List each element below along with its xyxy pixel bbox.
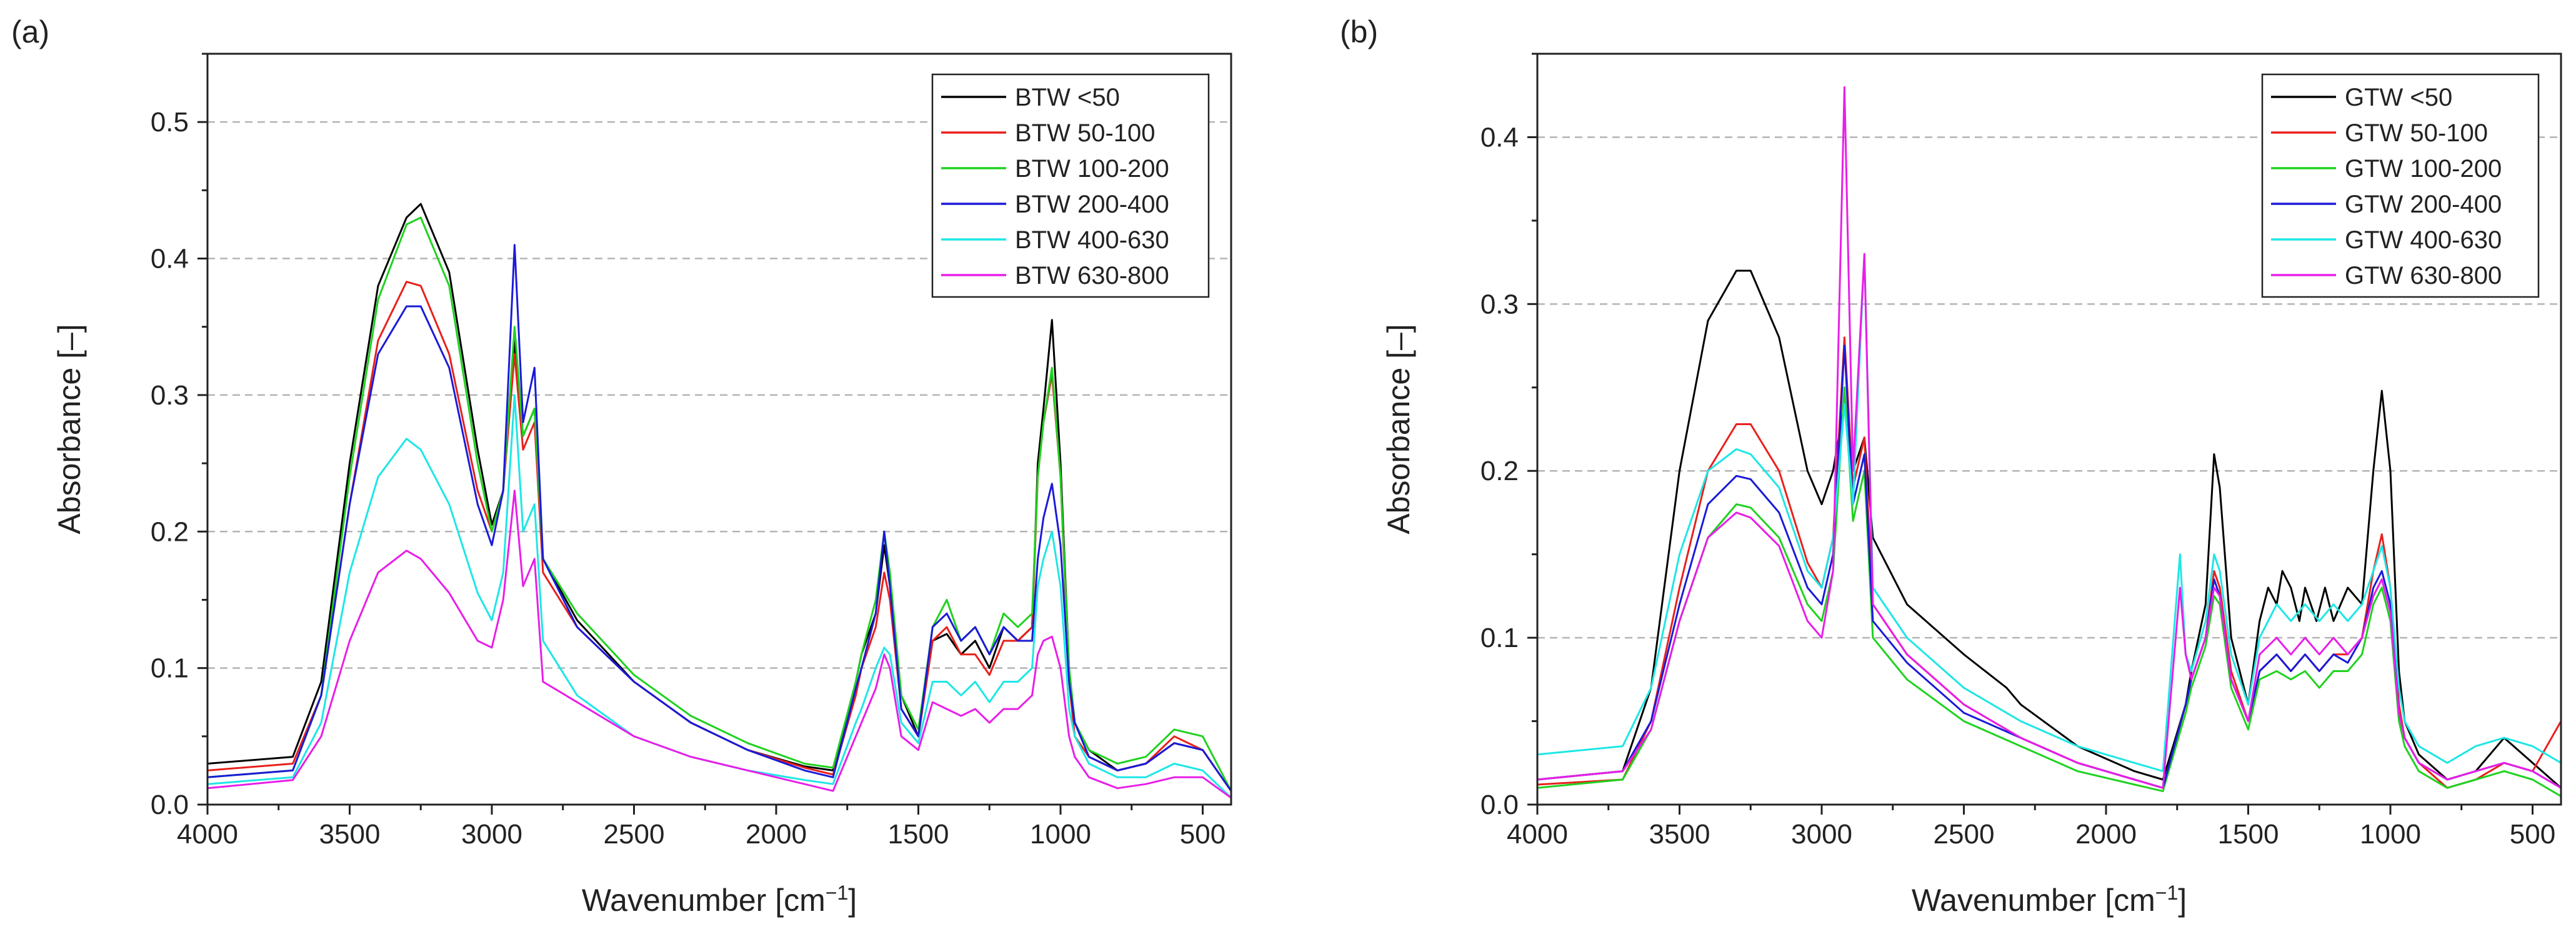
y-tick-label: 0.1 xyxy=(1480,623,1519,653)
x-axis-title-main: Wavenumber [cm xyxy=(1912,883,2155,918)
x-tick-label: 2000 xyxy=(2075,819,2137,850)
x-tick-label: 500 xyxy=(2510,819,2555,850)
x-axis-title-end: ] xyxy=(848,883,857,918)
x-axis-title: Wavenumber [cm−1] xyxy=(1912,881,2187,918)
x-tick-label: 4000 xyxy=(1507,819,1568,850)
x-tick-label: 3000 xyxy=(1791,819,1852,850)
plot-frame xyxy=(1536,53,2562,806)
y-axis-title: Absorbance [–] xyxy=(52,324,87,534)
legend-label: BTW 200-400 xyxy=(1015,191,1169,218)
x-axis-title-sup: −1 xyxy=(826,881,848,904)
y-tick-label: 0.2 xyxy=(1480,456,1519,486)
y-axis-title: Absorbance [–] xyxy=(1381,324,1416,534)
y-tick-label: 0.1 xyxy=(151,653,189,684)
legend-label: GTW 400-630 xyxy=(2345,226,2502,254)
legend: BTW <50 BTW 50-100 BTW 100-200 BTW 200-400 B… xyxy=(931,73,1210,298)
series-line-gtw-50 xyxy=(1537,269,2561,789)
series-line-gtw-630-800 xyxy=(1537,86,2561,789)
y-tick-label: 0.5 xyxy=(151,107,189,138)
series-line-btw-630-800 xyxy=(207,490,1231,799)
y-tick-label: 0.4 xyxy=(1480,122,1519,153)
x-axis-title-main: Wavenumber [cm xyxy=(582,883,826,918)
x-tick-label: 500 xyxy=(1180,819,1226,850)
x-tick-label: 3000 xyxy=(461,819,522,850)
legend-label: GTW 50-100 xyxy=(2345,119,2488,147)
panel-label: (a) xyxy=(11,14,49,49)
y-tick-label: 0.4 xyxy=(151,244,189,274)
x-tick-label: 1000 xyxy=(2360,819,2421,850)
legend-label: GTW 200-400 xyxy=(2345,191,2502,218)
legend-box xyxy=(931,73,1210,298)
x-tick-label: 2500 xyxy=(604,819,665,850)
legend-label: GTW 630-800 xyxy=(2345,262,2502,289)
legend-box xyxy=(2261,73,2540,298)
x-tick-label: 2000 xyxy=(746,819,807,850)
series-line-gtw-100-200 xyxy=(1537,386,2561,798)
x-tick-label: 2500 xyxy=(1934,819,1995,850)
x-tick-label: 3500 xyxy=(1649,819,1710,850)
legend-label: BTW <50 xyxy=(1015,84,1120,111)
series-line-btw-100-200 xyxy=(207,216,1231,792)
series-group xyxy=(207,203,1231,799)
panel-a: (a) 4000 3500 3000 2500 2000 1500 1000 500 0.0 0.1… xyxy=(11,14,1232,918)
legend-label: BTW 100-200 xyxy=(1015,155,1169,183)
y-tick-label: 0.0 xyxy=(1480,790,1519,820)
y-tick-label: 0.0 xyxy=(151,790,189,820)
panel-label: (b) xyxy=(1340,14,1378,49)
y-tick-label: 0.3 xyxy=(151,380,189,411)
x-tick-label: 1500 xyxy=(888,819,949,850)
series-line-btw-400-630 xyxy=(207,394,1231,799)
x-tick-label: 3500 xyxy=(319,819,381,850)
legend-label: GTW <50 xyxy=(2345,84,2452,111)
y-tick-label: 0.3 xyxy=(1480,289,1519,319)
plot-frame xyxy=(206,53,1232,806)
series-line-btw-200-400 xyxy=(207,244,1231,792)
series-line-gtw-400-630 xyxy=(1537,253,2561,773)
legend-label: BTW 400-630 xyxy=(1015,226,1169,254)
x-tick-label: 4000 xyxy=(177,819,238,850)
legend-label: GTW 100-200 xyxy=(2345,155,2502,183)
x-tick-label: 1000 xyxy=(1030,819,1091,850)
x-axis-title-end: ] xyxy=(2178,883,2187,918)
x-axis-title: Wavenumber [cm−1] xyxy=(582,881,857,918)
legend: GTW <50 GTW 50-100 GTW 100-200 GTW 200-400 G… xyxy=(2261,73,2540,298)
x-axis-title-sup: −1 xyxy=(2155,881,2178,904)
legend-label: BTW 630-800 xyxy=(1015,262,1169,289)
legend-label: BTW 50-100 xyxy=(1015,119,1156,147)
y-tick-label: 0.2 xyxy=(151,516,189,547)
series-group xyxy=(1537,86,2561,798)
x-tick-label: 1500 xyxy=(2218,819,2279,850)
panel-b: (b) 4000 3500 3000 2500 2000 1500 1000 500 0.0 0.1… xyxy=(1340,14,2562,918)
